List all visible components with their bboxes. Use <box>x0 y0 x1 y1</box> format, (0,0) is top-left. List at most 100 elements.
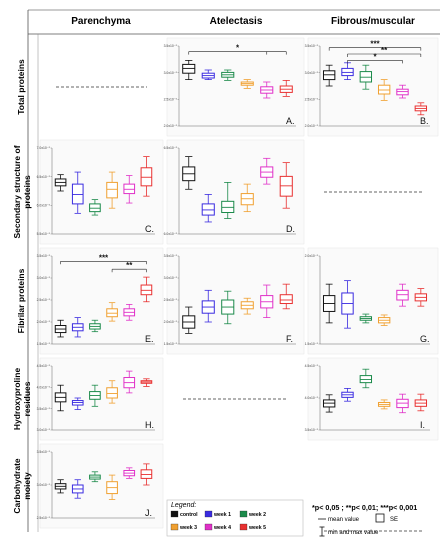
panel-label: C. <box>145 224 154 234</box>
y-tick-label: 6.0x10⁻⁵ <box>37 204 51 208</box>
box-week1 <box>341 387 354 402</box>
significance-bracket: * <box>347 52 403 64</box>
box-week4 <box>123 370 136 394</box>
box-week4 <box>260 81 274 99</box>
y-tick-label: 6.0x10⁻⁵ <box>164 232 178 236</box>
box-control <box>322 283 336 324</box>
y-tick-label: 2.0x10⁻⁵ <box>164 320 178 324</box>
row-header-2: Fibrilar proteins <box>16 268 26 333</box>
panel-H: 4.5x10⁻⁵ 4.0x10⁻⁵ 3.5x10⁻⁵ 3.0x10⁻⁵ H. <box>37 357 164 441</box>
legend-label-week4: week 4 <box>213 525 231 531</box>
box-week2 <box>89 319 101 333</box>
legend-label-control: control <box>180 512 198 518</box>
box-week1 <box>201 69 215 80</box>
row-header-line: residues <box>22 381 32 416</box>
y-tick-label: 6.5x10⁻⁵ <box>37 175 51 179</box>
y-tick-label: 2.5x10⁻⁵ <box>37 298 51 302</box>
panel-label: D. <box>286 224 295 234</box>
y-tick-label: 2.5x10⁻⁵ <box>37 516 51 520</box>
box-se <box>106 181 118 199</box>
box-week4 <box>123 175 136 204</box>
box-week4 <box>396 393 409 414</box>
significance-label: ** <box>126 261 133 270</box>
box-week5 <box>279 80 293 97</box>
row-header-0: Total proteins <box>16 59 26 115</box>
box-week3 <box>240 79 254 89</box>
row-header-line: Carbohydrate <box>12 458 22 514</box>
box-control <box>54 479 67 494</box>
row-header-line: Total proteins <box>16 59 26 115</box>
panel-label: B. <box>420 116 429 126</box>
y-tick-label: 7.0x10⁻⁵ <box>37 146 51 150</box>
significance-label: *** <box>99 253 109 262</box>
y-tick-label: 4.5x10⁻⁵ <box>37 364 51 368</box>
box-control <box>322 394 336 413</box>
box-week3 <box>377 399 391 410</box>
pvalue-key: *p< 0,05 ; **p< 0,01; ***p< 0,001 <box>312 503 417 512</box>
box-control <box>182 306 196 334</box>
panel-B: 3.5x10⁻⁵3.0x10⁻⁵2.5x10⁻⁵2.0x10⁻⁵******B. <box>305 37 439 137</box>
panel-background <box>39 357 164 441</box>
row-header-line: moiety <box>22 472 32 500</box>
significance-label: * <box>373 52 377 61</box>
panel-label: J. <box>145 508 152 518</box>
significance-bracket: *** <box>328 40 422 51</box>
y-tick-label: 3.5x10⁻⁵ <box>37 254 51 258</box>
legend-label-week3: week 3 <box>179 525 197 531</box>
y-tick-label: 3.5x10⁻⁵ <box>37 450 51 454</box>
box-week3 <box>106 380 118 404</box>
box-week1 <box>71 397 84 410</box>
box-week2 <box>89 199 101 216</box>
panel-label: A. <box>286 116 295 126</box>
box-week2 <box>89 471 101 483</box>
box-week3 <box>377 314 391 326</box>
legend-label-week2: week 2 <box>248 512 266 518</box>
panel-A: 3.5x10⁻⁵ 3.0x10⁻⁵ 2.5x10⁻⁵ 2.0x10⁻⁵ * A. <box>164 37 305 137</box>
box-week4 <box>123 303 136 321</box>
panel-D: 6.5x10⁻⁵ 6.0x10⁻⁵ D. <box>164 139 305 245</box>
box-week3 <box>377 79 391 101</box>
y-tick-label: 2.5x10⁻⁵ <box>164 298 178 302</box>
box-week5 <box>140 378 153 387</box>
box-control <box>54 384 67 412</box>
panel-label: H. <box>145 420 154 430</box>
box-week3 <box>106 474 118 500</box>
legend: Legend: control week 1 week 2 week 3 week 4 we… <box>166 499 417 537</box>
panel-C: 7.0x10⁻⁵ 6.5x10⁻⁵ 6.0x10⁻⁵ 5.5x10⁻⁵ C. <box>37 139 164 245</box>
box-week1 <box>201 289 215 323</box>
box-week3 <box>240 183 254 213</box>
row-header-4: Carbohydrate moiety <box>12 458 32 514</box>
panel-background <box>307 357 439 441</box>
y-tick-label: 3.5x10⁻⁵ <box>37 407 51 411</box>
box-week4 <box>396 84 409 99</box>
y-tick-label: 3.5x10⁻⁵ <box>164 44 178 48</box>
figure-frame <box>27 9 440 532</box>
panel-E: 3.5x10⁻⁵ 3.0x10⁻⁵ 2.5x10⁻⁵ 2.0x10⁻⁵ 1.5x10⁻⁵… <box>37 247 164 355</box>
panel-background <box>307 37 439 137</box>
y-tick-label: 3.0x10⁻⁵ <box>164 276 178 280</box>
box-week2 <box>359 64 373 90</box>
box-week5 <box>279 162 293 209</box>
panel-J: 3.5x10⁻⁵ 3.0x10⁻⁵ 2.5x10⁻⁵ J. <box>37 443 164 529</box>
se-symbol <box>375 513 385 523</box>
y-tick-label: 2.5x10⁻⁵ <box>164 98 178 102</box>
box-week1 <box>71 171 84 214</box>
y-tick-label: 2.0x10⁻⁵ <box>37 320 51 324</box>
panel-background <box>39 139 164 245</box>
y-tick-label: 1.5x10⁻⁵ <box>305 342 319 346</box>
y-tick-label: 2.0x10⁻⁵ <box>305 254 319 258</box>
panel-G: 2.0x10⁻⁵ 1.5x10⁻⁵ G. <box>305 247 439 355</box>
legend-label-week1: week 1 <box>213 512 231 518</box>
significance-label: * <box>236 44 240 53</box>
significance-bracket: ** <box>111 261 147 273</box>
legend-title: Legend: <box>171 502 196 509</box>
column-header-2: Fibrous/muscular <box>331 16 415 27</box>
box-week5 <box>140 463 153 486</box>
box-week1 <box>341 62 354 80</box>
legend-box <box>166 499 304 537</box>
column-header-0: Parenchyma <box>71 16 131 27</box>
significance-label: ** <box>381 46 388 55</box>
box-week2 <box>221 69 235 81</box>
y-tick-label: 3.0x10⁻⁵ <box>37 276 51 280</box>
